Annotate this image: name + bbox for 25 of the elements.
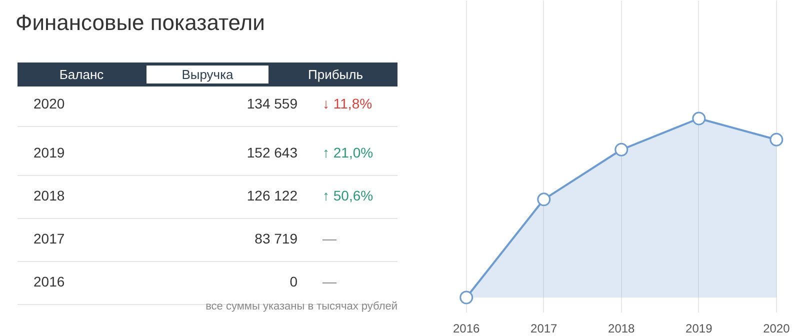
text: 152 643: [246, 144, 298, 160]
x-tick-label: 2020: [763, 322, 790, 336]
text: —: [322, 274, 336, 290]
x-tick-label: 2019: [686, 322, 713, 336]
category-label: 2017: [34, 230, 65, 246]
text: ↓ 11,8%: [322, 96, 372, 112]
category-label: 2020: [34, 96, 65, 112]
category-label: 2016: [34, 274, 65, 290]
text: Финансовые показатели: [16, 10, 265, 35]
x-tick-label: 2018: [608, 322, 636, 336]
category-label: 2018: [34, 188, 65, 204]
text: —: [322, 230, 336, 246]
text: 83 719: [254, 230, 298, 246]
text: ↑ 50,6%: [322, 188, 374, 204]
text: 134 559: [246, 96, 298, 112]
text: ↑ 21,0%: [322, 144, 374, 160]
text: все суммы указаны в тысячах рублей: [206, 300, 398, 312]
text: Баланс: [59, 67, 104, 82]
text: Прибыль: [308, 67, 364, 82]
category-label: 2019: [34, 144, 65, 160]
x-tick-label: 2016: [453, 322, 480, 336]
x-tick-label: 2017: [530, 322, 558, 336]
text: 126 122: [246, 188, 298, 204]
text: 0: [290, 274, 298, 290]
text: Выручка: [182, 67, 234, 82]
